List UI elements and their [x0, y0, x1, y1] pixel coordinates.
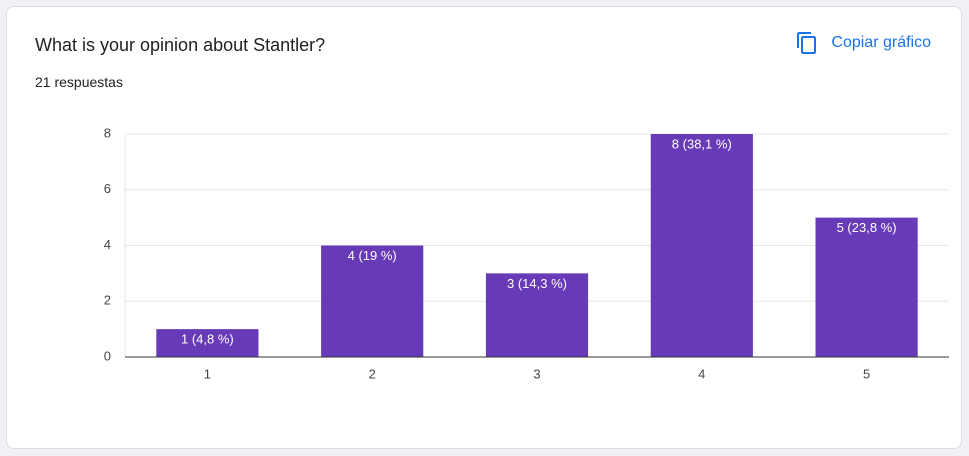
value-label: 4 (19 %)	[348, 248, 397, 263]
value-label: 1 (4,8 %)	[181, 332, 234, 347]
y-tick-label: 6	[104, 181, 111, 196]
x-tick-label: 3	[533, 366, 540, 381]
bar	[156, 329, 259, 357]
bar	[815, 217, 918, 357]
value-label: 3 (14,3 %)	[507, 276, 567, 291]
x-tick-label: 4	[698, 366, 705, 381]
chart: 0 2 4 6 8 1 1 (4,8 %) 2 4 (19 %) 3 3 (14,3 %) 4 8 (3…	[104, 125, 949, 381]
copy-chart-button[interactable]: Copiar gráfico	[795, 31, 931, 55]
response-count: 21 respuestas	[35, 74, 123, 90]
copy-chart-label: Copiar gráfico	[831, 34, 931, 51]
y-tick-label: 4	[104, 237, 111, 252]
y-tick-label: 8	[104, 125, 111, 140]
y-tick-label: 2	[104, 293, 111, 308]
bar	[485, 273, 589, 357]
bar	[321, 245, 424, 357]
bar	[650, 134, 753, 357]
value-label: 8 (38,1 %)	[672, 136, 732, 151]
value-label: 5 (23,8 %)	[837, 220, 897, 235]
x-tick-label: 2	[369, 366, 376, 381]
x-tick-label: 1	[204, 366, 211, 381]
copy-icon	[797, 32, 817, 54]
chart-card: What is your opinion about Stantler? 21 …	[6, 6, 962, 449]
card-title: What is your opinion about Stantler?	[35, 35, 326, 55]
x-tick-label: 5	[863, 366, 870, 381]
y-tick-label: 0	[104, 348, 111, 363]
